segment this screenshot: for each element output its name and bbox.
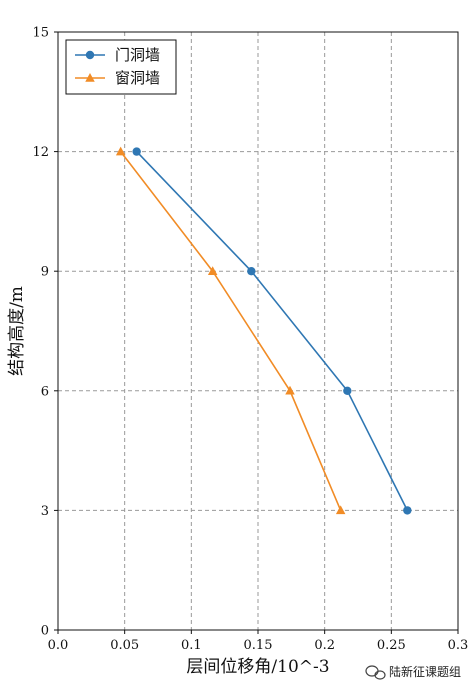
legend-marker-door-wall xyxy=(85,50,95,60)
series-line xyxy=(136,151,409,511)
series-line xyxy=(120,151,342,511)
data-point xyxy=(343,386,352,395)
x-axis-label: 层间位移角/10^-3 xyxy=(186,657,329,677)
data-point xyxy=(247,267,256,276)
data-point xyxy=(403,506,412,515)
y-tick-label: 9 xyxy=(41,265,49,280)
legend-label-window-wall: 窗洞墙 xyxy=(115,69,160,87)
chat-bubble-icon xyxy=(365,665,386,680)
legend: 门洞墙 窗洞墙 xyxy=(65,39,177,95)
data-point xyxy=(285,385,295,395)
legend-box xyxy=(65,39,177,95)
tick-layer: 0.0 0.05 0.1 0.15 0.2 0.25 0.3 0 3 6 9 12 15 xyxy=(32,26,468,654)
y-axis-label: 结构高度/m xyxy=(7,286,27,376)
y-tick-label: 15 xyxy=(32,26,49,41)
legend-marker-window-wall xyxy=(85,73,95,82)
data-point xyxy=(132,147,141,156)
data-point xyxy=(115,146,126,156)
series-1 xyxy=(115,146,346,515)
y-tick-label: 3 xyxy=(41,504,49,519)
x-tick-label: 0.15 xyxy=(244,638,273,653)
grid-lines xyxy=(58,32,458,630)
legend-label-door-wall: 门洞墙 xyxy=(115,46,160,64)
watermark-text: 陆新征课题组 xyxy=(389,664,461,679)
x-tick-label: 0.1 xyxy=(181,638,202,653)
x-tick-label: 0.0 xyxy=(48,638,69,653)
x-tick-label: 0.05 xyxy=(110,638,139,653)
y-tick-label: 6 xyxy=(41,384,49,399)
legend-item-window-wall: 窗洞墙 xyxy=(75,69,160,87)
plot-frame xyxy=(57,31,459,631)
watermark: 陆新征课题组 xyxy=(365,664,461,680)
x-tick-label: 0.2 xyxy=(314,638,335,653)
series-0 xyxy=(132,147,412,515)
x-tick-label: 0.3 xyxy=(448,638,469,653)
x-tick-label: 0.25 xyxy=(377,638,406,653)
legend-item-door-wall: 门洞墙 xyxy=(75,46,160,64)
data-point xyxy=(335,505,346,515)
series-layer xyxy=(115,146,412,515)
y-tick-label: 0 xyxy=(41,624,49,639)
data-point xyxy=(207,266,218,275)
y-tick-label: 12 xyxy=(32,145,49,160)
